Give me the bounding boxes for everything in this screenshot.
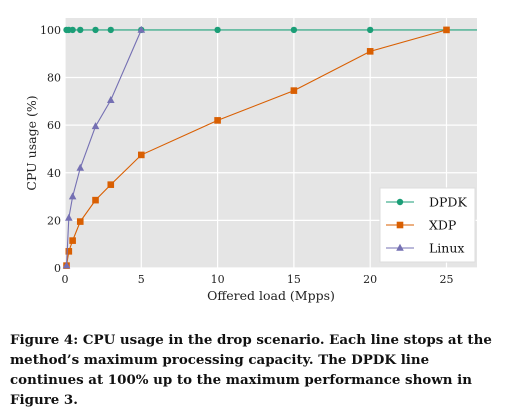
legend: DPDK XDP Linux	[379, 187, 476, 263]
legend-marker-linux	[396, 243, 404, 251]
series-linux	[62, 25, 146, 269]
dpdk-point	[290, 26, 298, 34]
y-tick-label: 60	[47, 119, 61, 132]
linux-point	[137, 25, 146, 33]
xdp-point	[92, 196, 99, 204]
xdp-point	[443, 26, 450, 34]
linux-point	[106, 95, 115, 103]
series-group	[62, 25, 477, 269]
x-tick-label: 10	[211, 273, 225, 286]
legend-marker-dpdk	[396, 198, 404, 206]
dpdk-point	[107, 26, 114, 34]
legend-label-xdp: XDP	[429, 218, 456, 233]
xdp-point	[76, 218, 84, 225]
grid-lines	[64, 18, 477, 269]
series-xdp	[63, 26, 450, 269]
figure-caption: Figure 4: CPU usage in the drop scenario…	[10, 332, 492, 408]
axis-ticks: 0 5 10 15 20 25 0 20 40 60 80 100	[40, 24, 453, 286]
legend-label-linux: Linux	[429, 241, 464, 256]
x-tick-label: 5	[138, 273, 145, 286]
linux-point	[91, 122, 100, 130]
xdp-point	[290, 87, 298, 94]
x-axis-label: Offered load (Mpps)	[207, 288, 335, 303]
xdp-point	[69, 237, 76, 244]
dpdk-point	[92, 26, 99, 34]
x-tick-label: 15	[287, 273, 301, 286]
dpdk-point	[77, 26, 84, 34]
xdp-point	[137, 151, 145, 159]
legend-marker-xdp	[396, 221, 404, 229]
dpdk-point	[366, 26, 374, 34]
xdp-point	[107, 181, 115, 188]
xdp-point	[214, 117, 221, 124]
y-tick-label: 80	[47, 72, 61, 85]
xdp-point	[366, 48, 374, 55]
x-tick-label: 25	[439, 273, 453, 286]
linux-point	[76, 163, 85, 171]
y-tick-label: 20	[47, 214, 61, 227]
x-tick-label: 0	[62, 273, 69, 286]
y-tick-label: 40	[47, 167, 61, 180]
legend-label-dpdk: DPDK	[429, 195, 467, 210]
xdp-point	[65, 248, 73, 255]
dpdk-point	[69, 26, 76, 34]
linux-point	[65, 213, 73, 221]
x-tick-label: 20	[363, 273, 377, 286]
y-tick-label: 100	[40, 24, 61, 37]
y-tick-label: 0	[54, 262, 61, 275]
linux-point	[68, 192, 77, 200]
dpdk-point	[214, 26, 221, 34]
y-axis-label: CPU usage (%)	[24, 95, 39, 190]
linux-point	[62, 261, 71, 269]
cpu-usage-chart: 0 5 10 15 20 25 0 20 40 60 80 100 DPDK XDP Linux Offe…	[24, 18, 477, 303]
